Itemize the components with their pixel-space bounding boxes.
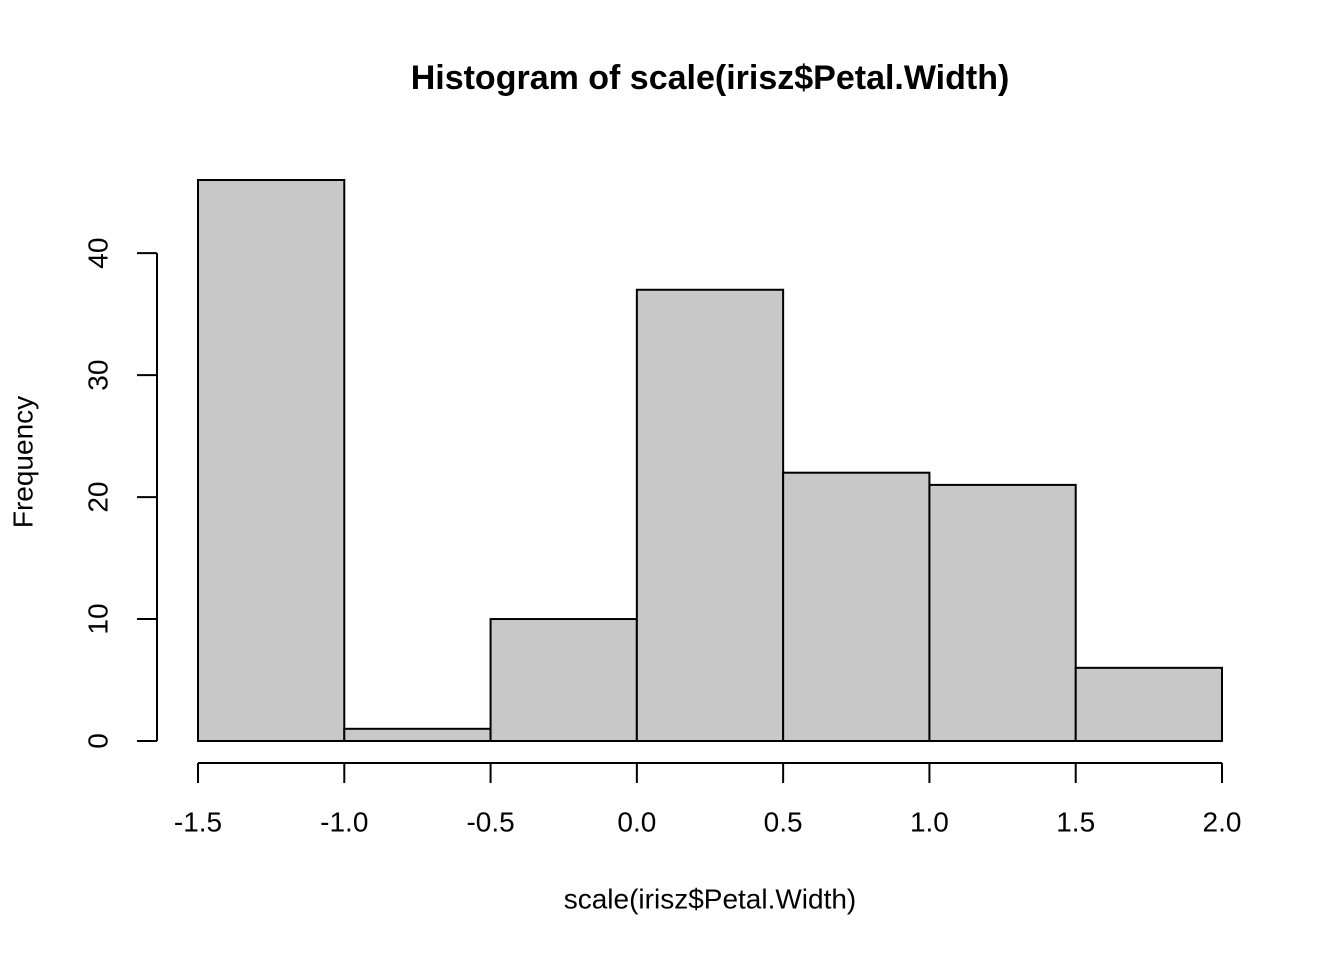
- y-tick-label: 40: [82, 238, 113, 269]
- bar: [635, 288, 785, 742]
- x-tick-label: 1.5: [1056, 806, 1095, 837]
- x-tick-label: -1.5: [174, 806, 222, 837]
- chart-title: Histogram of scale(irisz$Petal.Width): [411, 59, 1010, 97]
- bar: [343, 727, 492, 742]
- x-tick-label: 2.0: [1203, 806, 1242, 837]
- y-tick-label: 0: [82, 733, 113, 749]
- y-tick-label: 20: [82, 482, 113, 513]
- bar: [197, 179, 346, 742]
- y-tick-label: 10: [82, 603, 113, 634]
- bar: [782, 471, 931, 742]
- y-tick-label: 30: [82, 360, 113, 391]
- bar: [928, 483, 1077, 742]
- x-tick-label: -1.0: [320, 806, 368, 837]
- bar: [489, 618, 638, 742]
- x-tick-label: 0.0: [617, 806, 656, 837]
- x-tick-label: 0.5: [764, 806, 803, 837]
- y-axis-label: Frequency: [7, 396, 38, 528]
- x-tick-label: -0.5: [466, 806, 514, 837]
- x-tick-label: 1.0: [910, 806, 949, 837]
- x-axis-label: scale(irisz$Petal.Width): [564, 883, 857, 914]
- bar: [1074, 666, 1223, 743]
